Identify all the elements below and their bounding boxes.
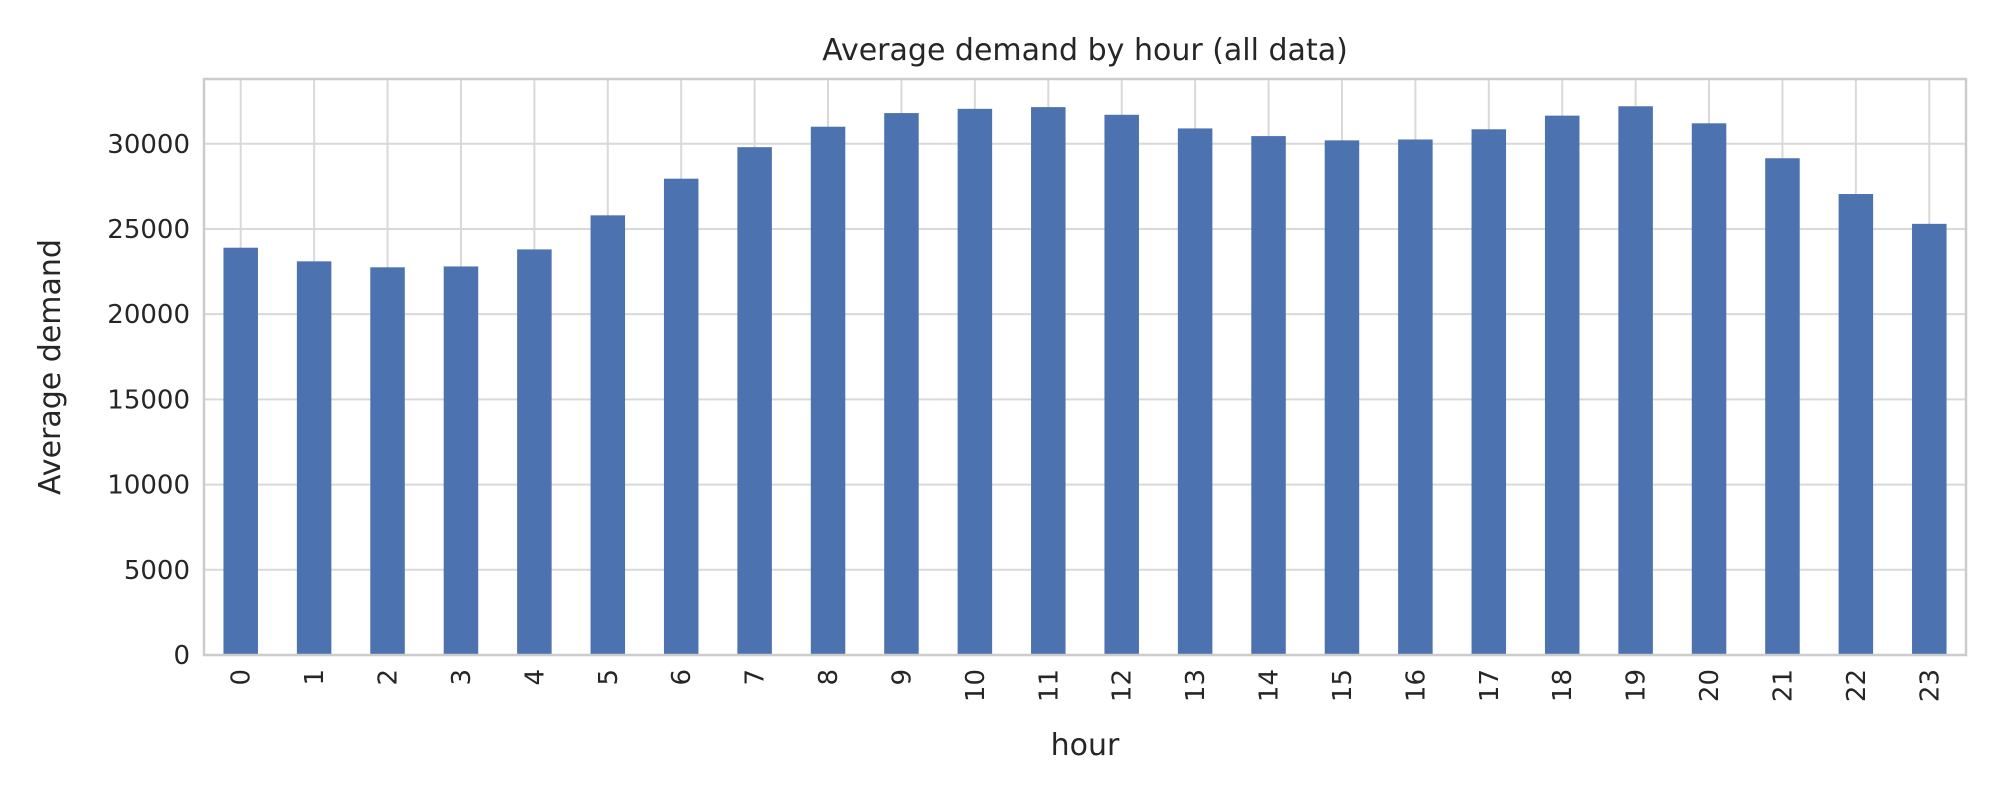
x-tick-label: 1: [300, 669, 330, 686]
bar-hour-10: [957, 108, 993, 655]
bar-hour-16: [1398, 139, 1433, 655]
x-tick-label: 22: [1842, 669, 1872, 702]
axes-frame: [202, 77, 1968, 657]
x-tick-label: 20: [1695, 669, 1725, 702]
x-tick-label: 18: [1548, 669, 1578, 702]
y-axis-label: Average demand: [33, 239, 68, 495]
x-tick-label: 0: [227, 669, 257, 686]
x-tick-label: 4: [520, 669, 550, 686]
bar-hour-14: [1251, 136, 1286, 656]
x-tick-label: 17: [1475, 669, 1505, 702]
y-tick-label: 15000: [107, 385, 190, 415]
x-tick-label: 9: [887, 669, 917, 686]
bar-hour-22: [1838, 194, 1874, 655]
bar-hour-9: [884, 113, 919, 656]
y-tick-labels: 0 5000 10000 15000 20000 25000 30000: [107, 130, 190, 671]
bar-hour-12: [1104, 114, 1139, 655]
x-tick-label: 7: [741, 669, 771, 686]
bar-hour-1: [296, 261, 332, 655]
bar-hour-8: [810, 126, 846, 656]
bars: [223, 106, 1947, 656]
bar-hour-18: [1544, 115, 1580, 656]
y-tick-label: 20000: [107, 300, 190, 330]
x-tick-labels: 0 1 2 3 4 5 6 7 8 9 10 11 12 13 14 15 16 17 18 19 20 21 22 23: [227, 669, 1946, 702]
bar-hour-4: [517, 249, 552, 656]
x-tick-label: 11: [1034, 669, 1064, 702]
bar-hour-2: [370, 267, 405, 655]
bar-hour-21: [1765, 158, 1800, 655]
x-tick-label: 14: [1255, 669, 1285, 702]
x-tick-label: 6: [667, 669, 697, 686]
chart-title: Average demand by hour (all data): [822, 33, 1348, 68]
bar-hour-20: [1691, 123, 1727, 656]
bar-hour-17: [1471, 129, 1507, 655]
x-tick-label: 21: [1768, 669, 1798, 702]
x-tick-label: 19: [1622, 669, 1652, 702]
y-tick-label: 5000: [124, 556, 190, 586]
bar-hour-5: [590, 215, 626, 655]
x-tick-label: 16: [1401, 669, 1431, 702]
bar-hour-3: [443, 266, 479, 655]
x-tick-label: 3: [447, 669, 477, 686]
x-tick-label: 5: [594, 669, 624, 686]
bar-hour-13: [1177, 128, 1213, 656]
y-tick-label: 25000: [107, 215, 190, 245]
bar-hour-11: [1031, 107, 1066, 655]
x-tick-label: 23: [1915, 669, 1945, 702]
bar-hour-7: [737, 147, 772, 655]
plot-frame: [202, 77, 1968, 657]
y-tick-label: 30000: [107, 130, 190, 160]
x-tick-label: 13: [1181, 669, 1211, 702]
x-axis-label: hour: [1051, 728, 1120, 763]
x-tick-label: 10: [961, 669, 991, 702]
bar-hour-23: [1912, 223, 1947, 656]
bar-hour-6: [663, 178, 699, 655]
y-tick-label: 10000: [107, 471, 190, 501]
bar-hour-15: [1324, 140, 1360, 655]
x-tick-label: 2: [374, 669, 404, 686]
x-tick-label: 8: [814, 669, 844, 686]
x-tick-label: 12: [1108, 669, 1138, 702]
x-tick-label: 15: [1328, 669, 1358, 702]
bar-hour-19: [1618, 106, 1653, 655]
y-tick-label: 0: [173, 641, 190, 671]
bar-hour-0: [223, 247, 258, 655]
